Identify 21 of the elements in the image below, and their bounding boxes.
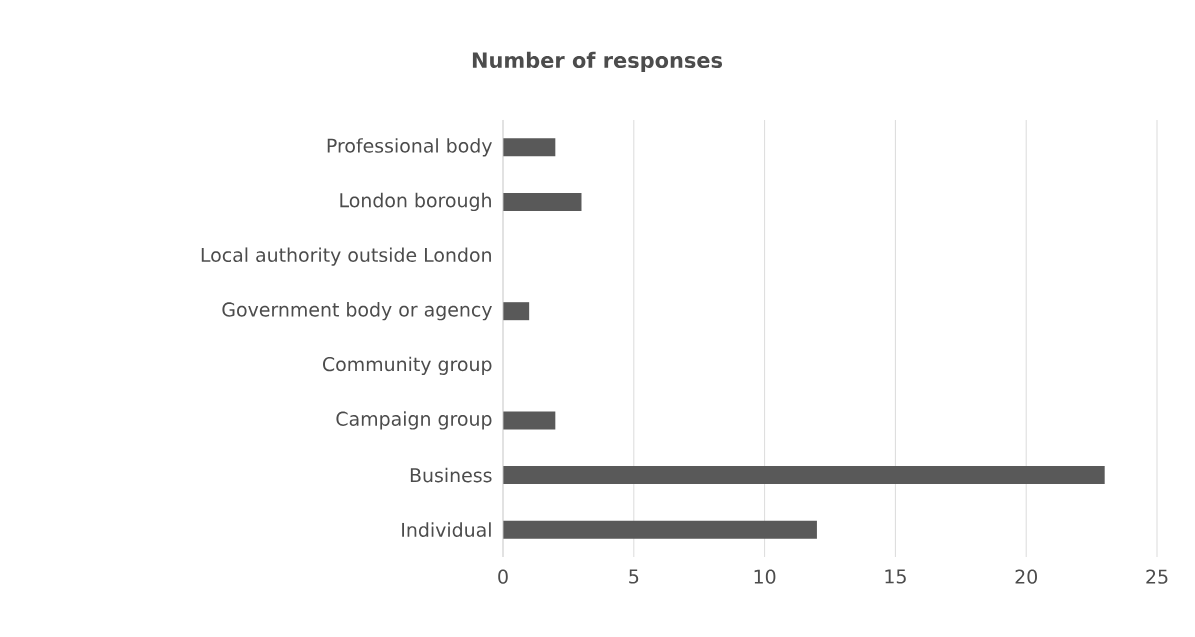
y-tick-label: Campaign group — [336, 411, 492, 430]
y-tick-label: Individual — [402, 522, 491, 538]
bar — [503, 302, 530, 321]
y-tick-label: London borough — [340, 192, 491, 212]
bar — [503, 411, 556, 430]
y-tick-label: Local authority outside London — [201, 247, 491, 266]
y-tick-label: Community group — [323, 356, 492, 375]
y-tick-label: Business — [410, 467, 492, 483]
bar — [503, 138, 556, 157]
x-tick-label: 0 — [498, 569, 508, 584]
x-tick-label: 5 — [629, 569, 639, 584]
x-tick-label: 10 — [754, 569, 776, 584]
x-tick-label: 25 — [1146, 569, 1168, 584]
y-tick-label: Professional body — [327, 138, 492, 157]
y-tick-label: Government body or agency — [222, 302, 492, 321]
x-tick-label: 20 — [1015, 569, 1037, 584]
bar — [503, 466, 1105, 485]
bar — [503, 192, 582, 211]
chart-title: Number of responses — [472, 51, 723, 73]
x-tick-label: 15 — [885, 569, 906, 584]
bar — [503, 520, 817, 539]
